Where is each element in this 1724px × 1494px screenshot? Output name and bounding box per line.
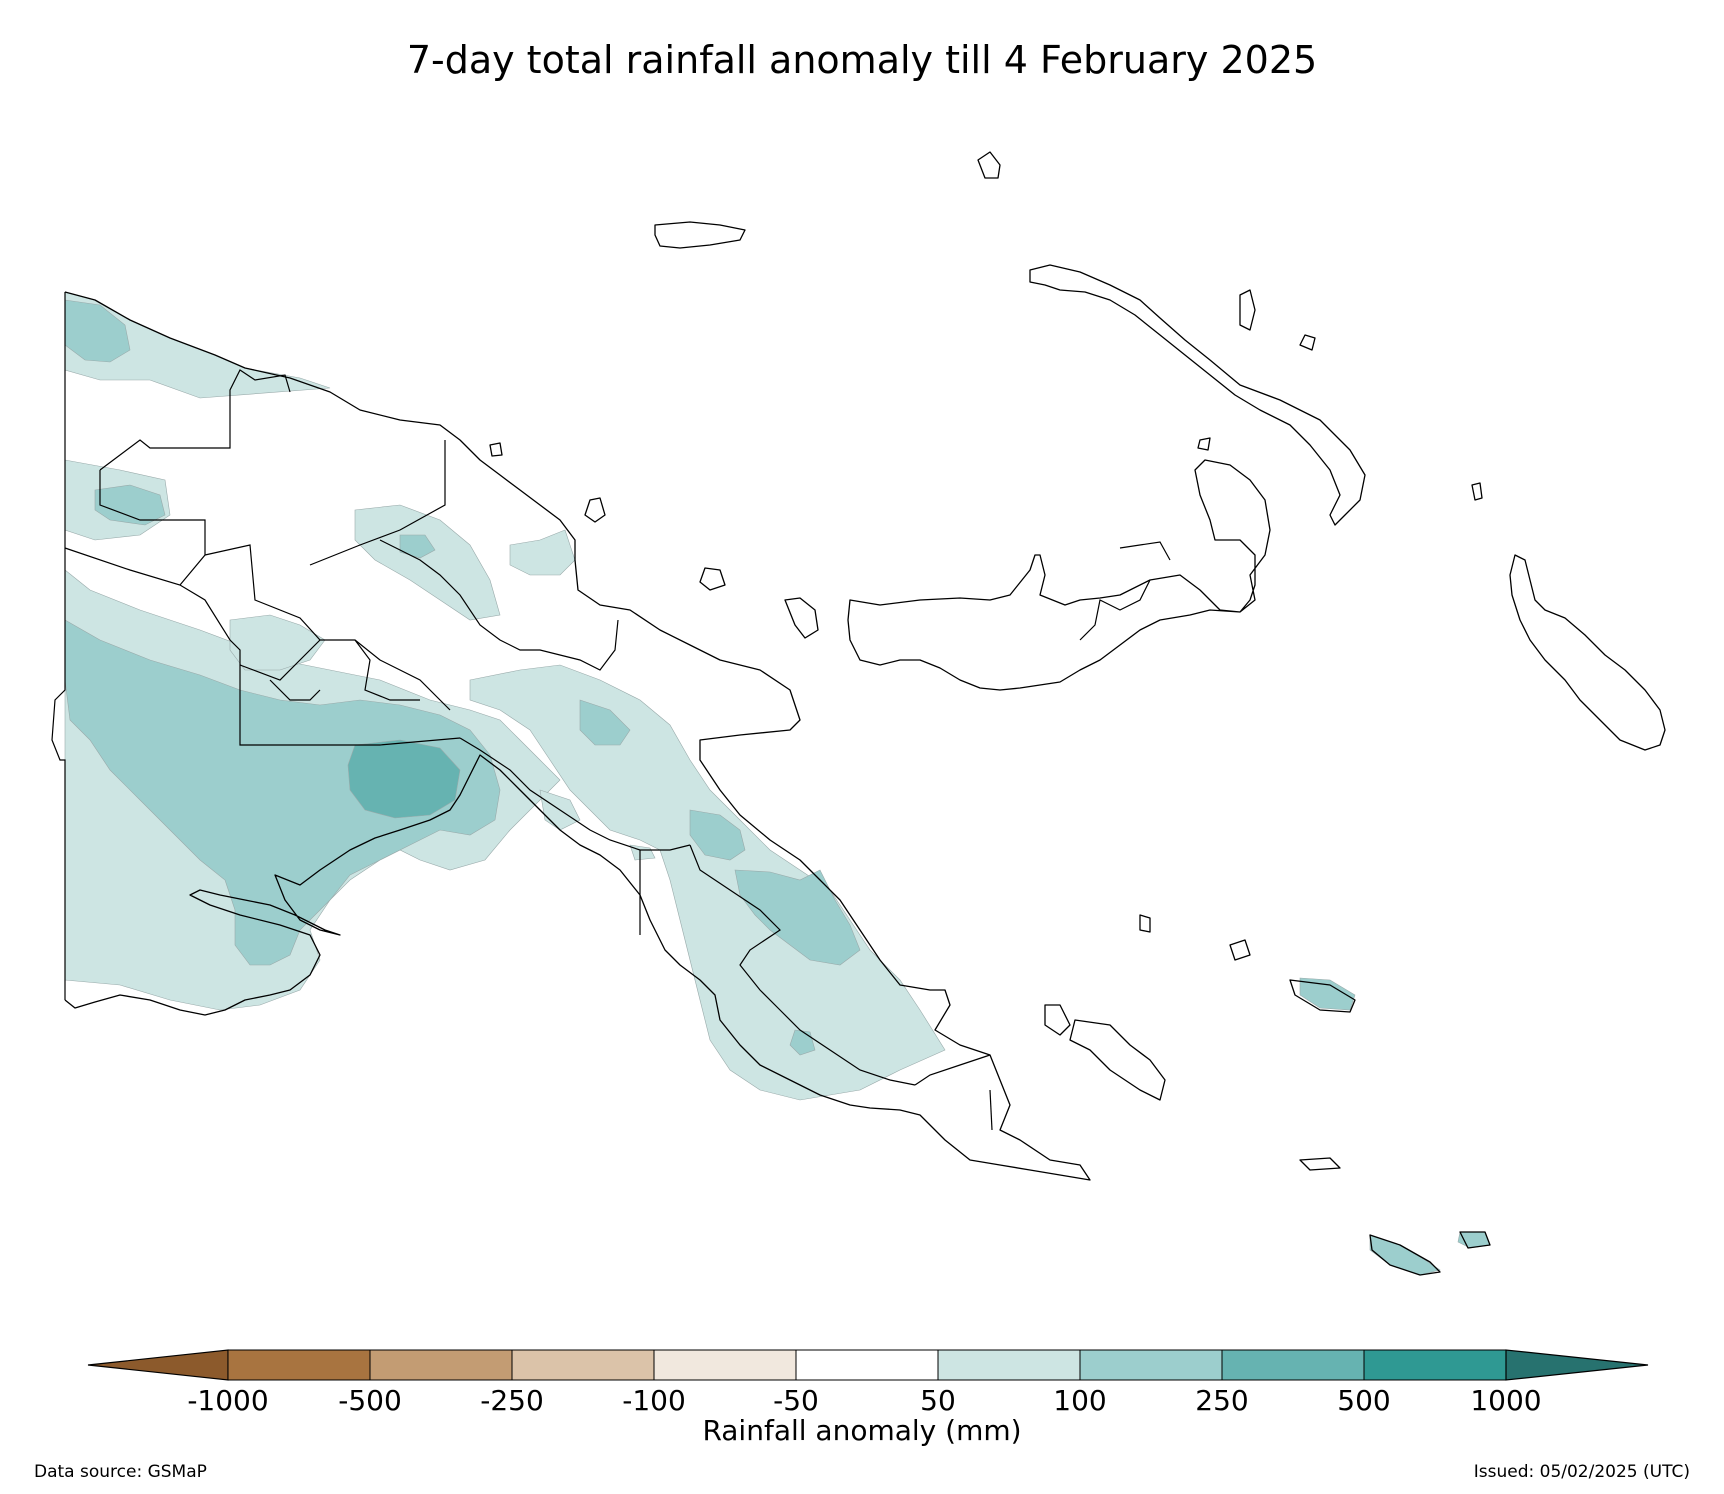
colorbar-bin — [511, 1349, 655, 1381]
island-6 — [784, 597, 819, 639]
island-2 — [1239, 289, 1256, 331]
island-10 — [1044, 1004, 1071, 1036]
anomaly-layer-250-500 — [347, 739, 461, 819]
colorbar-extend-high — [1505, 1349, 1649, 1381]
anomaly-layer-100-250 — [64, 299, 1491, 1276]
colorbar-bin — [653, 1349, 797, 1381]
island-4 — [1197, 437, 1211, 451]
colorbar-tick-label: 1000 — [1470, 1384, 1542, 1417]
colorbar-bin — [1363, 1349, 1507, 1381]
colorbar-tick-label: 500 — [1337, 1384, 1391, 1417]
colorbar-bin — [1079, 1349, 1223, 1381]
island-15 — [1369, 1234, 1441, 1276]
island-3 — [1299, 334, 1316, 351]
colorbar-bin — [1221, 1349, 1365, 1381]
island-13 — [1289, 979, 1356, 1013]
island-8 — [584, 497, 606, 523]
colorbar-tick-label: -50 — [773, 1384, 819, 1417]
colorbar-title: Rainfall anomaly (mm) — [702, 1414, 1022, 1447]
mainland-coast — [64, 291, 1091, 1181]
colorbar-tick-label: -250 — [480, 1384, 544, 1417]
colorbar-tick-label: 50 — [920, 1384, 956, 1417]
island-12 — [1139, 914, 1151, 933]
island-5 — [1471, 482, 1483, 501]
island-11 — [1069, 1019, 1166, 1101]
manus-coast — [654, 221, 746, 249]
island-17 — [1229, 939, 1251, 961]
new-britain-coast — [847, 459, 1271, 691]
island-7 — [699, 567, 726, 591]
island-9 — [489, 442, 503, 457]
colorbar-tick-label: -100 — [622, 1384, 686, 1417]
map-title: 7-day total rainfall anomaly till 4 Febr… — [406, 38, 1318, 82]
island-16 — [1459, 1231, 1491, 1249]
colorbar-bin — [369, 1349, 513, 1381]
data-source: Data source: GSMaP — [34, 1462, 207, 1482]
colorbar-bin — [937, 1349, 1081, 1381]
colorbar-tick-label: 100 — [1053, 1384, 1107, 1417]
border-indonesia — [51, 292, 66, 1000]
colorbar-bin — [795, 1349, 939, 1381]
issued-date: Issued: 05/02/2025 (UTC) — [1473, 1462, 1690, 1482]
bougainville-coast — [1509, 554, 1666, 751]
colorbar-tick-label: -500 — [338, 1384, 402, 1417]
colorbar-tick-label: 250 — [1195, 1384, 1249, 1417]
island-14 — [1299, 1157, 1341, 1171]
new-ireland-coast — [1029, 264, 1366, 526]
colorbar-extend-low — [87, 1349, 229, 1381]
coastlines — [64, 151, 1666, 1276]
colorbar-bin — [227, 1349, 371, 1381]
colorbar — [87, 1349, 1649, 1381]
boundaries — [51, 292, 1171, 1131]
colorbar-tick-label: -1000 — [187, 1384, 269, 1417]
island-1 — [977, 151, 1001, 179]
